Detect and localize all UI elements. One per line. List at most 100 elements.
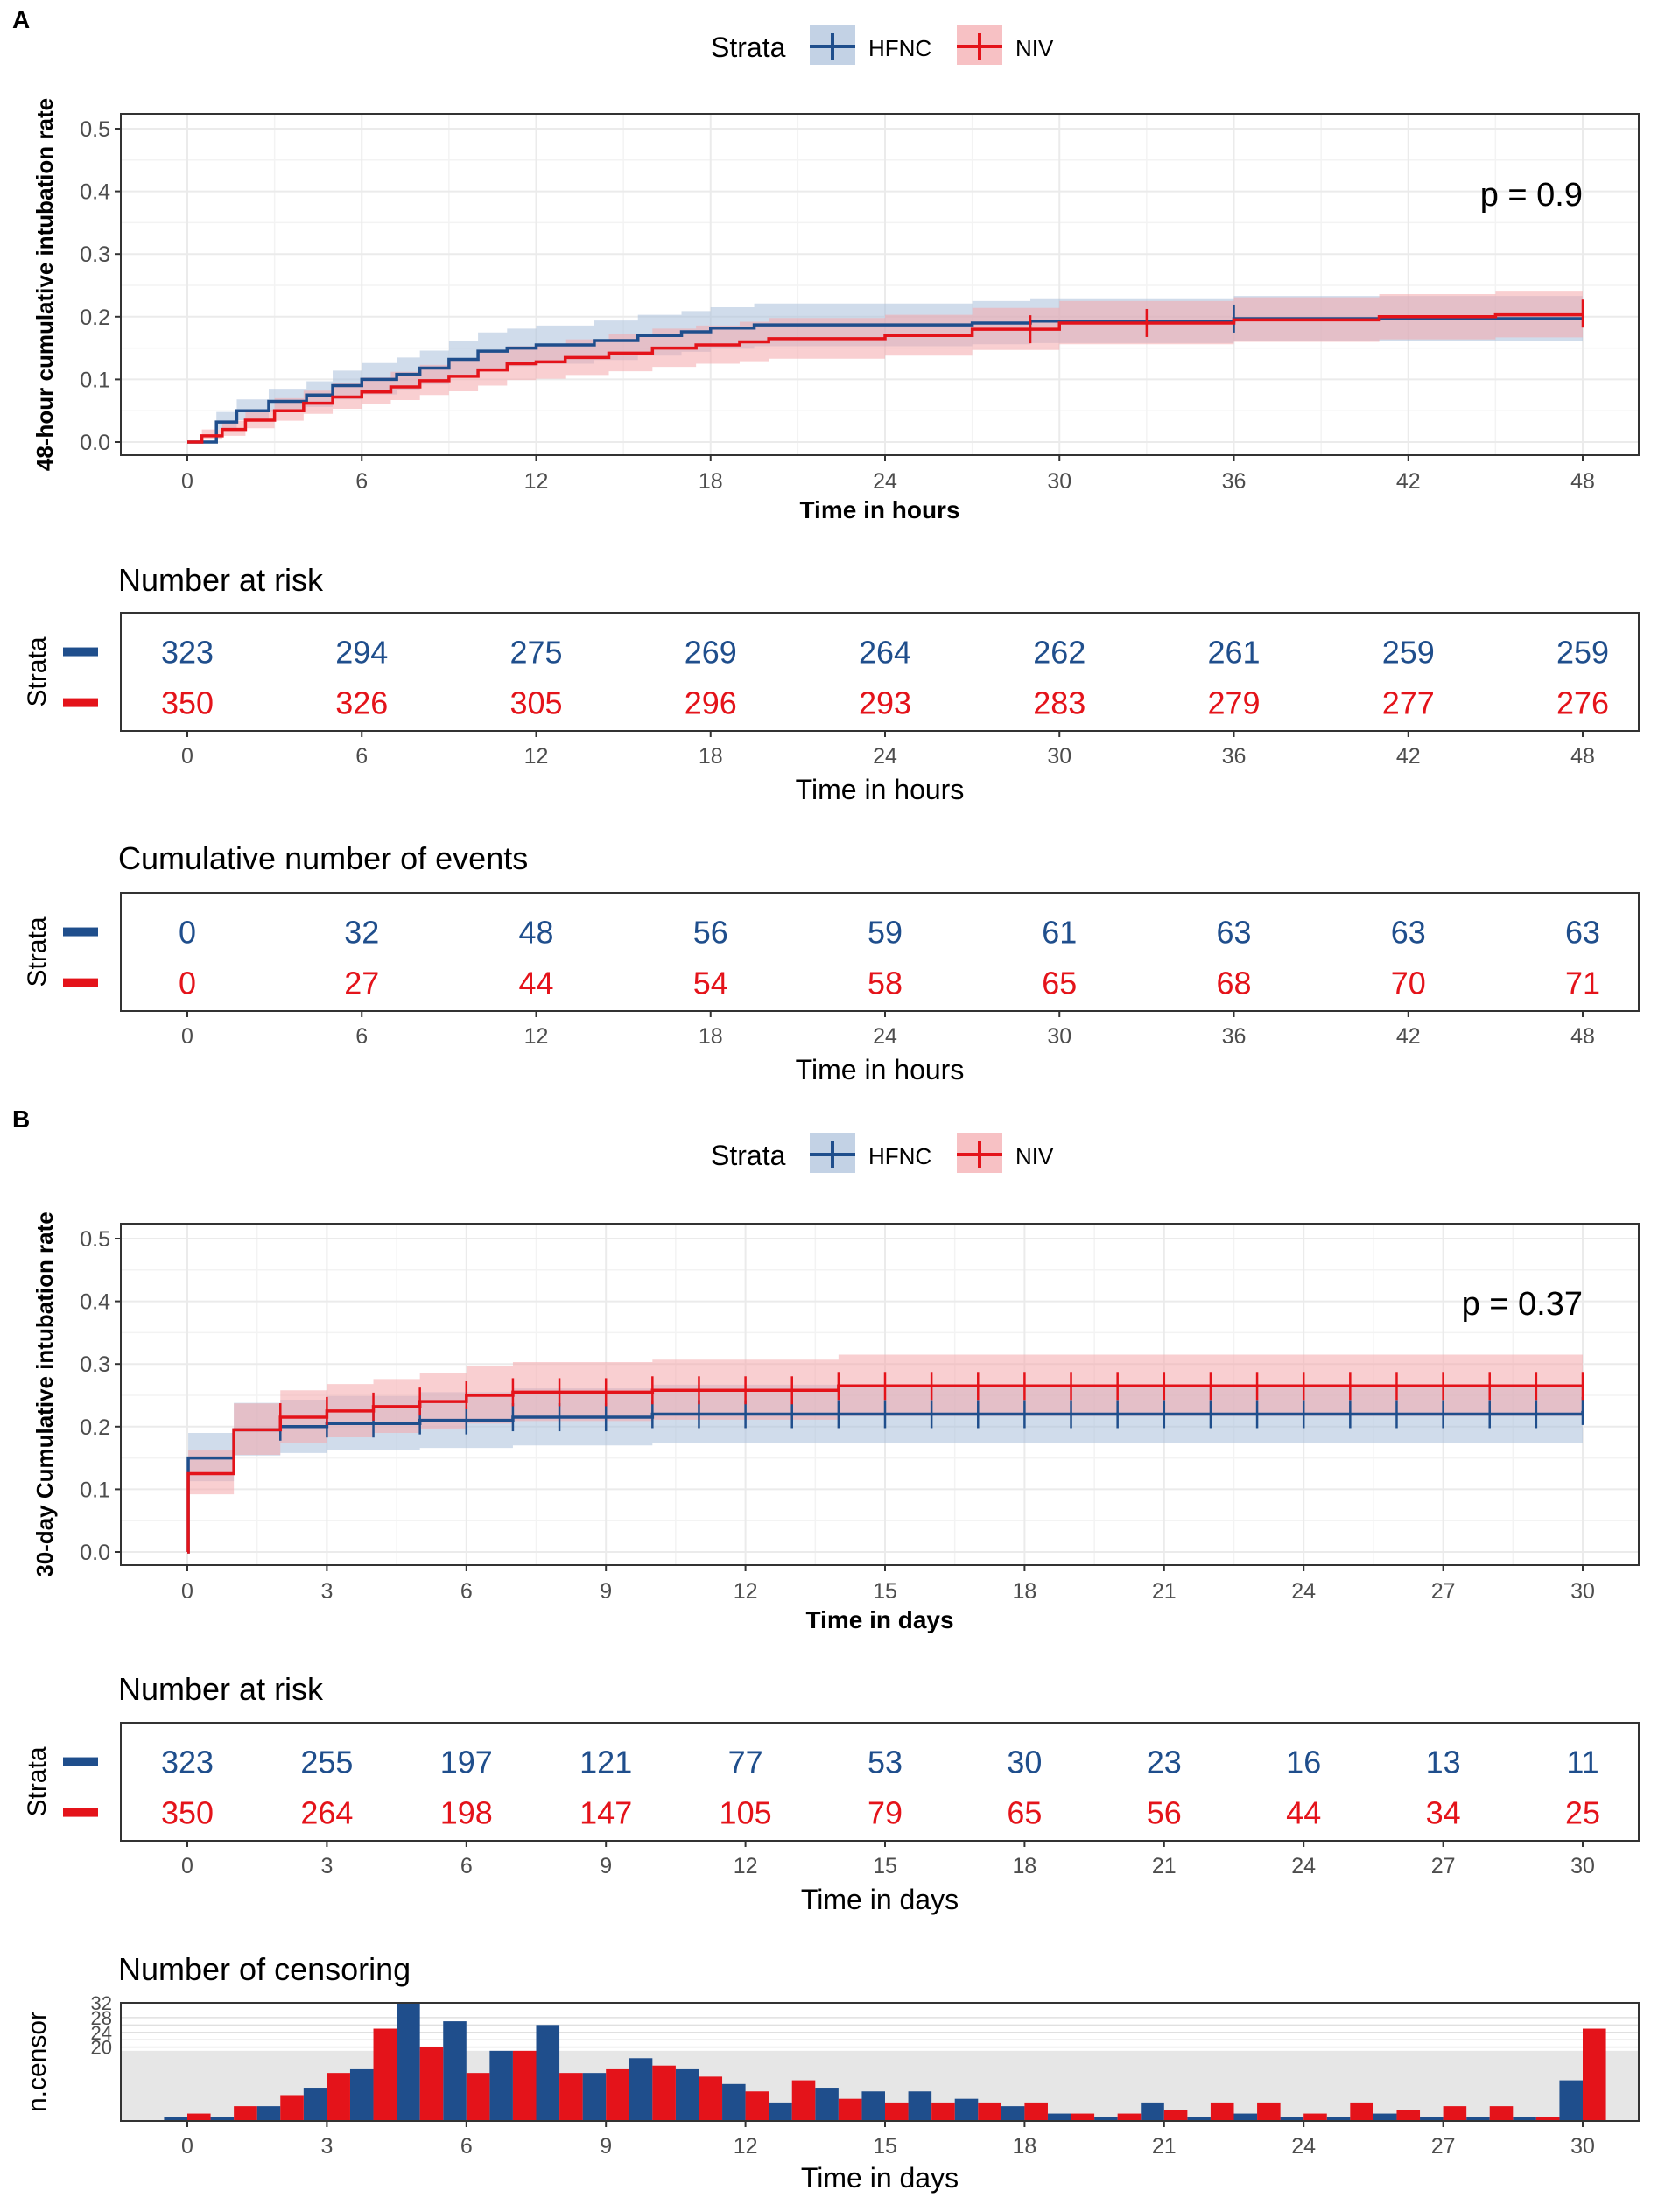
x-tick-label: 21 [1152,1579,1177,1604]
x-tick-label: 18 [1012,2134,1036,2159]
table-cell-niv: 147 [580,1795,632,1831]
x-tick-label: 48 [1570,744,1595,769]
y-tick-label: 0.1 [80,1478,110,1502]
censor-bar-hfnc [629,2058,653,2121]
table-y-title: Strata [23,1746,52,1816]
y-axis-title: n.censor [23,2012,52,2112]
strata-key-hfnc [63,927,98,937]
strata-key-niv [63,1808,98,1817]
table-cell-niv: 198 [440,1795,493,1831]
x-tick-label: 42 [1396,744,1421,769]
x-tick-label: 12 [524,1024,549,1049]
x-tick-label: 0 [181,1579,193,1604]
censor-bar-hfnc [1559,2080,1583,2121]
y-tick-label: 0.5 [80,1227,110,1252]
x-tick-label: 36 [1222,1024,1247,1049]
legend-b-niv-label: NIV [1015,1143,1054,1169]
chart-a-pvalue: p = 0.9 [1480,177,1583,214]
censor-bar-niv [1071,2113,1095,2121]
table-border [120,612,1640,732]
legend-b-hfnc-label: HFNC [868,1143,931,1169]
table-cell-hfnc: 259 [1382,635,1435,671]
table-cell-niv: 105 [720,1795,772,1831]
x-tick-label: 15 [873,2134,897,2159]
table-cell-niv: 58 [868,966,903,1001]
y-tick-label: 0.4 [80,180,110,205]
strata-key-hfnc [63,647,98,657]
y-tick-label: 0.2 [80,305,110,330]
x-tick-label: 9 [600,1854,612,1878]
censor-bar-hfnc [1047,2113,1071,2121]
censor-bar-hfnc [397,2003,420,2121]
x-tick-label: 30 [1570,2134,1595,2159]
chart-title: Number of censoring [118,1951,411,1987]
censor-bar-hfnc [303,2088,327,2121]
table-cell-hfnc: 13 [1426,1745,1461,1780]
x-tick-label: 18 [1012,1854,1036,1878]
x-tick-label: 3 [320,1579,333,1604]
table-cell-niv: 56 [1147,1795,1182,1831]
y-tick-label: 24 [91,2022,112,2044]
y-tick-label: 0.3 [80,1352,110,1377]
table-cell-hfnc: 294 [335,635,388,671]
x-tick-label: 42 [1396,1024,1421,1049]
table-cell-niv: 44 [1286,1795,1321,1831]
panel-b-legend: Strata HFNC NIV [711,1133,1054,1173]
censor-bar-niv [745,2091,769,2121]
censor-bar-hfnc [1513,2117,1536,2121]
x-tick-label: 0 [181,469,193,494]
censor-bar-hfnc [1141,2102,1164,2121]
table-cell-niv: 0 [179,966,196,1001]
x-tick-label: 30 [1570,1854,1595,1878]
table-border [120,1722,1640,1842]
censor-bar-niv [280,2095,304,2121]
censor-bar-hfnc [954,2098,979,2121]
table-cell-niv: 277 [1382,685,1435,721]
panel-b-legend-title: Strata [711,1140,786,1171]
panel-a-legend: Strata HFNC NIV [711,25,1054,65]
table-cell-niv: 71 [1565,966,1600,1001]
censor-bar-niv [512,2050,537,2121]
table-cell-niv: 296 [685,685,737,721]
table-cell-hfnc: 30 [1007,1745,1042,1780]
censor-bar-hfnc [1326,2117,1351,2121]
censor-bar-niv [234,2106,257,2121]
table-y-title: Strata [23,916,52,987]
table-cell-hfnc: 261 [1207,635,1260,671]
y-tick-label: 0.3 [80,242,110,267]
censor-bar-hfnc [675,2068,699,2121]
km-line-hfnc [187,317,1584,444]
censor-bar-niv [1024,2102,1048,2121]
x-tick-label: 0 [181,1024,193,1049]
table-cell-niv: 305 [509,685,562,721]
x-tick-label: 24 [873,469,897,494]
chart-b-km: 0.0 0.1 0.2 0.3 0.4 0.5 0 3 6 9 12 15 18 21 24 27 30 Time… [32,1211,1640,1633]
panel-b-label: B [12,1106,30,1133]
x-axis-title: Time in days [805,1606,953,1633]
censor-bar-niv [1535,2117,1560,2121]
legend-hfnc-label: HFNC [868,35,931,61]
y-tick-label: 0.1 [80,368,110,392]
x-tick-label: 30 [1047,744,1071,769]
x-tick-label: 6 [460,2134,473,2159]
censor-bar-niv [1350,2102,1373,2121]
censor-bar-niv [699,2076,723,2121]
censor-bar-niv [652,2065,676,2121]
table-cell-hfnc: 259 [1556,635,1609,671]
x-tick-label: 30 [1570,1579,1595,1604]
censor-bar-niv [327,2073,350,2121]
km-line-niv [187,312,1584,444]
strata-key-niv [63,698,98,707]
x-axis-title: Time in days [801,2162,959,2194]
y-tick-label: 28 [91,2007,112,2029]
x-tick-label: 24 [1291,1579,1316,1604]
table-cell-hfnc: 77 [728,1745,763,1780]
table-cell-niv: 79 [868,1795,903,1831]
table-cell-niv: 283 [1033,685,1085,721]
censor-bar-hfnc [443,2021,467,2121]
x-tick-label: 9 [600,1579,612,1604]
table-cell-niv: 65 [1007,1795,1042,1831]
table-cell-niv: 276 [1556,685,1609,721]
x-tick-label: 15 [873,1854,897,1878]
censor-bar-hfnc [1373,2113,1397,2121]
